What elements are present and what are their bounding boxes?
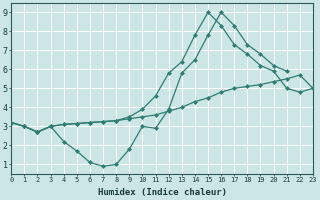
X-axis label: Humidex (Indice chaleur): Humidex (Indice chaleur) [98,188,227,197]
